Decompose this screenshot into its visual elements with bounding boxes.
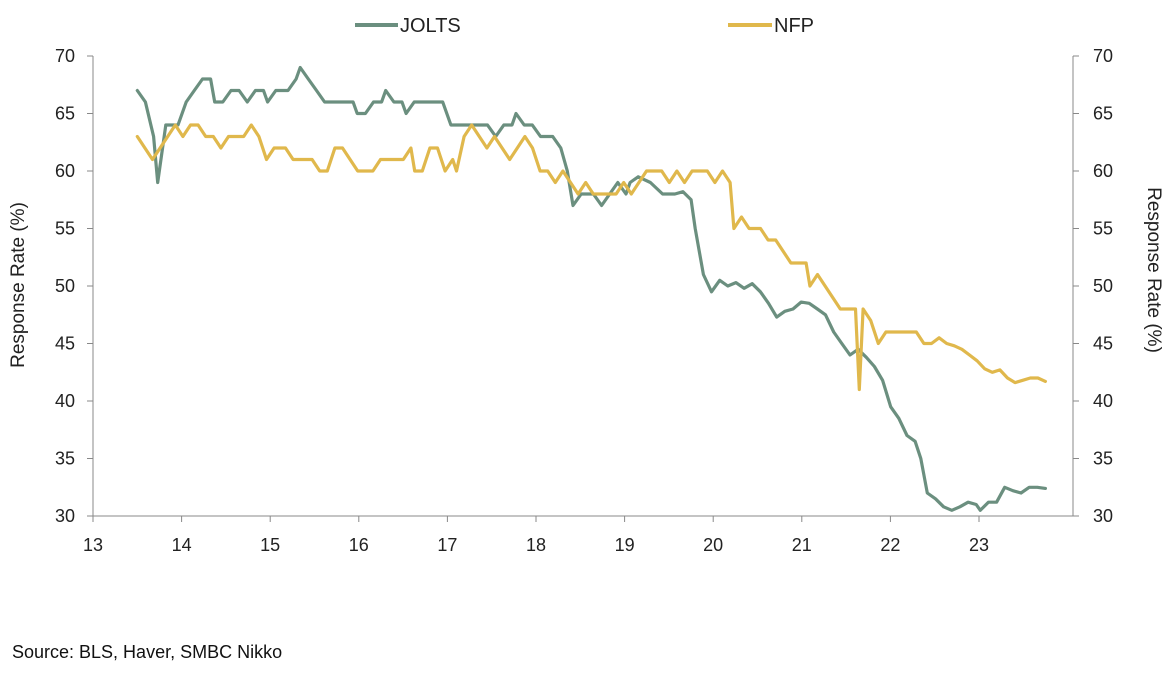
y-tick-label-left-45: 45 xyxy=(55,334,75,354)
series-line-nfp xyxy=(135,123,1048,392)
y-tick-label-right-60: 60 xyxy=(1093,161,1113,181)
y-tick-label-right-35: 35 xyxy=(1093,449,1113,469)
y-tick-label-right-55: 55 xyxy=(1093,219,1113,239)
y-tick-label-right-65: 65 xyxy=(1093,104,1113,124)
x-tick-label-13: 13 xyxy=(83,535,103,555)
legend-label-nfp: NFP xyxy=(774,15,814,37)
y-tick-label-left-40: 40 xyxy=(55,391,75,411)
x-tick-label-20: 20 xyxy=(703,535,723,555)
x-tick-label-21: 21 xyxy=(792,535,812,555)
y-axis-label-left: Response Rate (%) xyxy=(8,202,29,368)
source-note: Source: BLS, Haver, SMBC Nikko xyxy=(12,642,283,662)
y-axis-label-right: Response Rate (%) xyxy=(1143,187,1164,353)
x-tick-label-22: 22 xyxy=(880,535,900,555)
y-tick-label-right-30: 30 xyxy=(1093,506,1113,526)
response-rate-chart: JOLTS NFP 30 30 35 35 40 40 45 45 50 50 55 55 60 60 65… xyxy=(8,15,1164,555)
axes: 30 30 35 35 40 40 45 45 50 50 55 55 60 60 65 65 70 70 13 14… xyxy=(55,46,1113,555)
y-tick-label-left-55: 55 xyxy=(55,219,75,239)
x-tick-label-23: 23 xyxy=(969,535,989,555)
x-tick-label-14: 14 xyxy=(172,535,192,555)
y-tick-label-left-30: 30 xyxy=(55,506,75,526)
legend-label-jolts: JOLTS xyxy=(400,15,461,37)
y-tick-label-left-60: 60 xyxy=(55,161,75,181)
y-tick-label-left-35: 35 xyxy=(55,449,75,469)
y-tick-label-left-70: 70 xyxy=(55,46,75,66)
x-tick-label-19: 19 xyxy=(615,535,635,555)
x-tick-label-16: 16 xyxy=(349,535,369,555)
y-tick-label-right-70: 70 xyxy=(1093,46,1113,66)
y-tick-label-left-50: 50 xyxy=(55,276,75,296)
x-tick-label-15: 15 xyxy=(260,535,280,555)
x-tick-label-18: 18 xyxy=(526,535,546,555)
series-layer xyxy=(135,65,1048,512)
series-line-jolts xyxy=(135,65,1048,512)
legend: JOLTS NFP xyxy=(355,15,814,37)
y-tick-label-right-40: 40 xyxy=(1093,391,1113,411)
y-tick-label-right-45: 45 xyxy=(1093,334,1113,354)
y-tick-label-right-50: 50 xyxy=(1093,276,1113,296)
y-tick-label-left-65: 65 xyxy=(55,104,75,124)
x-tick-label-17: 17 xyxy=(437,535,457,555)
